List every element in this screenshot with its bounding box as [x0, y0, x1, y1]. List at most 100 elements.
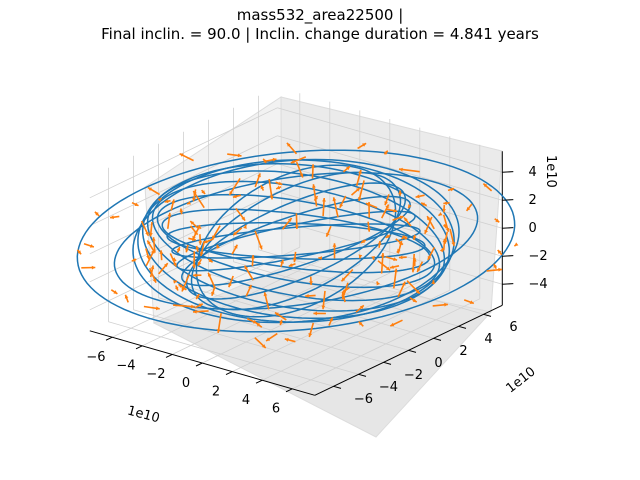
- quiver-arrow: [176, 246, 181, 253]
- quiver-arrow: [482, 183, 493, 192]
- quiver-arrow: [164, 199, 171, 204]
- quiver-arrow: [109, 215, 120, 220]
- quiver-arrow: [411, 253, 416, 273]
- quiver-arrow: [207, 258, 214, 263]
- quiver-arrow: [318, 256, 322, 260]
- quiver-arrow: [412, 234, 417, 241]
- quiver-arrow: [228, 275, 234, 288]
- z-tick-label: 0: [529, 221, 537, 236]
- quiver-arrow: [403, 216, 412, 227]
- grid-line: [89, 219, 278, 311]
- quiver-arrow: [281, 217, 293, 230]
- quiver-arrow: [145, 248, 150, 260]
- grid-line: [89, 107, 278, 199]
- quiver-arrow: [357, 142, 367, 150]
- quiver-arrow: [389, 265, 400, 269]
- quiver-arrow: [169, 253, 177, 267]
- quiver-arrow: [332, 243, 337, 259]
- quiver-arrow: [427, 246, 436, 261]
- grid-line: [277, 107, 503, 173]
- quiver-arrow: [250, 254, 255, 267]
- x-tick-label: 6: [272, 402, 280, 417]
- quiver-arrow: [147, 186, 161, 196]
- quiver-arrow: [275, 181, 283, 186]
- quiver-arrow: [342, 165, 351, 173]
- grid-line: [233, 261, 459, 327]
- quiver-arrow: [321, 290, 326, 310]
- y-tick-label: 2: [459, 344, 467, 359]
- quiver-arrow: [385, 256, 398, 261]
- quiver-series: [76, 142, 519, 349]
- z-tick-mark: [502, 227, 514, 229]
- x-tick-mark: [135, 345, 143, 350]
- quiver-arrow: [308, 322, 315, 338]
- quiver-arrow: [442, 214, 450, 233]
- quiver-arrow: [131, 258, 137, 262]
- x-tick-label: −2: [146, 367, 165, 382]
- grid-line: [277, 135, 503, 201]
- quiver-arrow: [313, 195, 319, 202]
- quiver-arrow: [192, 189, 197, 202]
- quiver-arrow: [438, 212, 443, 217]
- quiver-arrow: [350, 187, 361, 196]
- quiver-arrow: [513, 242, 519, 247]
- quiver-arrow: [380, 253, 385, 274]
- quiver-arrow: [389, 319, 403, 327]
- quiver-arrow: [341, 291, 346, 303]
- orbit-loop: [141, 162, 451, 320]
- x-tick-mark: [255, 379, 263, 384]
- quiver-arrow: [443, 201, 450, 205]
- quiver-arrow: [397, 281, 406, 298]
- quiver-arrow: [158, 262, 169, 275]
- quiver-arrow: [216, 244, 220, 249]
- x-offset-label: 1e10: [126, 403, 162, 426]
- orbit-loop: [176, 210, 416, 272]
- quiver-arrow: [195, 293, 200, 300]
- quiver-arrow: [377, 240, 382, 248]
- quiver-arrow: [398, 255, 407, 260]
- quiver-arrow: [266, 157, 277, 162]
- quiver-arrow: [173, 280, 178, 284]
- y-tick-label: −6: [354, 392, 373, 407]
- quiver-arrow: [442, 205, 446, 213]
- quiver-arrow: [243, 265, 254, 281]
- quiver-arrow: [81, 265, 96, 270]
- quiver-arrow: [181, 274, 190, 292]
- quiver-arrow: [313, 311, 326, 316]
- z-tick-label: −2: [529, 249, 548, 264]
- quiver-arrow: [246, 317, 258, 324]
- y-tick-label: 6: [509, 320, 517, 335]
- x-tick-label: 2: [212, 384, 220, 399]
- x-tick-label: 4: [242, 393, 250, 408]
- quiver-arrow: [295, 161, 304, 178]
- orbit-loop: [190, 171, 402, 311]
- y-tick-label: 0: [434, 356, 442, 371]
- z-tick-mark: [502, 255, 514, 257]
- quiver-arrow: [409, 297, 418, 303]
- quiver-arrow: [432, 302, 448, 307]
- quiver-arrow: [463, 299, 475, 305]
- x-tick-label: −6: [86, 350, 105, 365]
- orbit-loop: [156, 193, 436, 289]
- quiver-arrow: [216, 313, 222, 334]
- quiver-arrow: [355, 169, 362, 187]
- quiver-arrow: [207, 272, 217, 290]
- quiver-arrow: [274, 311, 287, 321]
- quiver-arrow: [439, 247, 444, 253]
- quiver-arrow: [465, 203, 473, 212]
- quiver-arrow: [124, 294, 129, 303]
- quiver-arrow: [447, 187, 455, 192]
- quiver-arrow: [254, 173, 261, 188]
- quiver-arrow: [262, 158, 267, 164]
- quiver-arrow: [235, 207, 246, 222]
- quiver-arrow: [426, 215, 435, 230]
- quiver-arrow: [367, 221, 371, 232]
- quiver-arrow: [407, 204, 412, 209]
- orbit-loop: [146, 170, 446, 312]
- y-tick-label: 4: [484, 332, 492, 347]
- quiver-arrow: [201, 189, 206, 195]
- z-tick-label: 4: [529, 165, 537, 180]
- x-tick-mark: [285, 388, 293, 393]
- y-tick-mark: [408, 349, 417, 353]
- z-tick-mark: [502, 283, 514, 285]
